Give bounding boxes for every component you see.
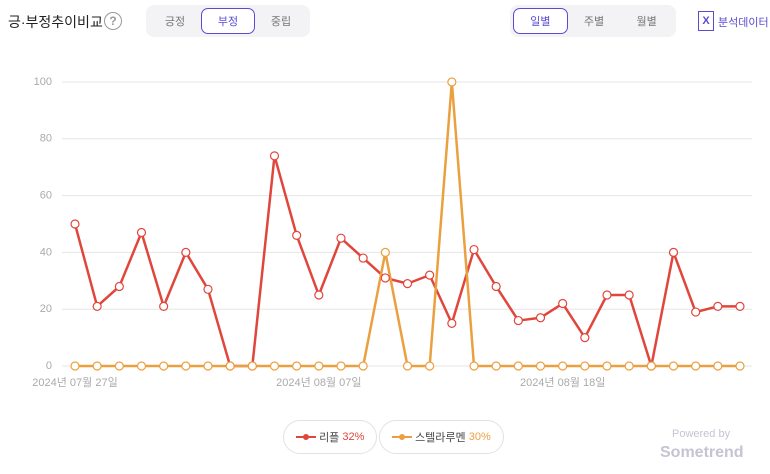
export-link[interactable]: 분석데이터 [718, 17, 769, 29]
data-point [447, 318, 457, 328]
data-point [358, 253, 368, 263]
data-point [513, 361, 523, 371]
powered-by: Powered by [672, 428, 731, 440]
data-point [535, 361, 546, 371]
data-point [114, 361, 124, 371]
data-point [713, 361, 723, 371]
legend-swatch [392, 434, 412, 440]
data-point [535, 313, 546, 323]
y-tick-label: 60 [40, 190, 52, 202]
data-point [425, 270, 435, 280]
tab[interactable]: 일별 [513, 8, 568, 34]
tab[interactable]: 부정 [201, 8, 255, 34]
data-point [380, 273, 390, 283]
legend-label: 스텔라루멘 [415, 432, 466, 444]
data-point [491, 281, 501, 292]
data-point [735, 361, 745, 371]
x-tick-label: 2024년 07월 27일 [32, 375, 117, 389]
data-point [447, 77, 457, 87]
data-point [336, 361, 346, 371]
data-point [203, 284, 213, 294]
data-point [646, 361, 656, 371]
data-point [181, 247, 191, 257]
data-point [292, 361, 302, 371]
data-point [159, 361, 169, 371]
legend-share: 32% [342, 431, 365, 443]
data-point [70, 219, 80, 229]
data-point [269, 151, 280, 161]
data-point [469, 244, 479, 255]
data-point [247, 361, 257, 371]
data-point [580, 361, 590, 371]
y-tick-label: 0 [46, 360, 52, 372]
y-tick-label: 20 [40, 303, 52, 315]
data-point [336, 233, 346, 243]
tab[interactable]: 중립 [270, 16, 292, 28]
data-point [314, 361, 324, 371]
data-point [70, 361, 80, 371]
legend-item[interactable]: 리플 32% [283, 420, 378, 454]
data-point [513, 315, 523, 326]
y-tick-label: 100 [34, 76, 52, 88]
legend-label: 리플 [319, 432, 340, 444]
period-tabs: 일별 주별 월별 [510, 5, 676, 37]
data-point [602, 361, 612, 371]
data-point [491, 361, 501, 371]
data-point [668, 361, 679, 371]
data-point [203, 361, 213, 371]
data-point [402, 361, 413, 371]
help-icon[interactable]: ? [104, 12, 122, 30]
legend-swatch [296, 434, 316, 440]
data-point [691, 307, 701, 317]
x-tick-label: 2024년 08월 07일 [276, 375, 361, 389]
legend-item[interactable]: 스텔라루멘 30% [379, 420, 504, 454]
data-point [114, 281, 124, 292]
data-point [713, 301, 723, 311]
data-point [380, 247, 390, 257]
data-point [558, 298, 568, 309]
data-point [92, 361, 102, 371]
sentiment-tabs: 긍정 부정 중립 [146, 5, 310, 37]
excel-icon[interactable]: X [698, 11, 714, 31]
data-point [358, 361, 368, 371]
tab[interactable]: 월별 [636, 16, 657, 28]
brand: Sometrend [660, 444, 744, 461]
legend-share: 30% [468, 431, 491, 443]
data-point [402, 279, 413, 289]
x-tick-label: 2024년 08월 18일 [520, 375, 605, 389]
data-point [668, 247, 679, 257]
data-point [469, 361, 479, 371]
data-point [292, 230, 302, 240]
data-point [580, 333, 590, 343]
data-point [136, 227, 147, 238]
data-point [624, 290, 634, 300]
data-point [181, 361, 191, 371]
data-point [159, 301, 169, 311]
data-point [558, 361, 568, 371]
data-point [92, 301, 102, 311]
data-point [136, 361, 147, 371]
data-point [314, 290, 324, 300]
y-tick-label: 80 [40, 133, 52, 145]
tab[interactable]: 주별 [583, 16, 605, 28]
data-point [602, 290, 612, 300]
tab[interactable]: 긍정 [164, 16, 186, 28]
data-point [425, 361, 435, 371]
data-point [269, 361, 280, 371]
y-tick-label: 40 [40, 246, 52, 258]
series-line [75, 80, 740, 368]
data-point [624, 361, 634, 371]
data-point [735, 301, 745, 311]
title: 긍·부정추이비교 [8, 14, 103, 30]
data-point [691, 361, 701, 371]
chart: 0 20 40 60 80 100 2024년 07월 27일 2024년 08월 07일 20… [32, 76, 752, 389]
data-point [225, 361, 235, 371]
series-line [73, 154, 740, 368]
